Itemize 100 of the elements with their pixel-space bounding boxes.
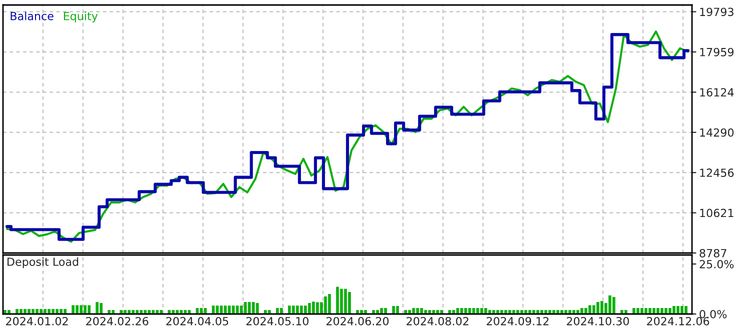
bar [216, 306, 219, 314]
bar [468, 308, 472, 314]
x-tick-label: 2024.01.02 [6, 316, 68, 326]
y-tick-label: 8787 [700, 248, 726, 258]
bar [312, 302, 315, 314]
y-tick-label: 14290 [700, 128, 734, 137]
bar [620, 310, 624, 314]
bar [652, 308, 656, 314]
chart-title: Deposit Load [8, 257, 78, 268]
bar [456, 308, 460, 314]
bar [300, 306, 303, 314]
bar [220, 306, 223, 314]
bar [668, 308, 672, 314]
bar [64, 309, 67, 314]
bar [232, 306, 235, 314]
bar [372, 310, 375, 314]
bar [464, 308, 468, 314]
x-tick-label: 2024.05.10 [246, 316, 308, 326]
bar [608, 295, 612, 314]
bar [24, 309, 26, 314]
bar [100, 303, 103, 314]
bar [568, 310, 572, 314]
bar [356, 310, 359, 314]
bar [80, 305, 83, 314]
bar [268, 310, 271, 314]
bar [448, 310, 452, 314]
bar [664, 308, 668, 314]
bar [624, 310, 628, 314]
bar [16, 309, 18, 314]
bar [452, 310, 456, 314]
bar [416, 308, 420, 314]
bar [224, 306, 227, 314]
bar [48, 309, 51, 314]
bar [560, 310, 564, 314]
y-tick-label: 16124 [700, 88, 734, 97]
bar [236, 306, 239, 314]
bar [280, 308, 283, 314]
bar [676, 306, 680, 314]
bar [96, 302, 99, 314]
bar [60, 309, 63, 314]
bar [336, 286, 339, 314]
bar [344, 288, 347, 314]
bar [660, 308, 664, 314]
bar [308, 303, 311, 314]
bar [36, 309, 38, 314]
x-tick-label: 2024.10.30 [566, 316, 629, 326]
bar [252, 302, 255, 314]
bar [304, 306, 307, 314]
bar [40, 309, 42, 314]
bar [640, 308, 644, 314]
bar [644, 308, 648, 314]
bar [364, 310, 367, 314]
y-tick-label: 0.0% [700, 310, 727, 318]
bar [472, 308, 476, 314]
bar [600, 301, 604, 314]
bar [288, 306, 291, 314]
bar [428, 310, 432, 314]
bar [420, 308, 424, 314]
text: Balance [10, 12, 54, 20]
bar [240, 306, 243, 314]
bar [404, 310, 408, 314]
bar [584, 308, 588, 314]
bar [680, 306, 684, 314]
bar [84, 305, 87, 314]
bar [348, 292, 351, 314]
x-tick-label: 2024.06.20 [326, 316, 389, 326]
bar [476, 308, 480, 314]
bar [124, 310, 127, 314]
bar [612, 297, 616, 314]
bar [44, 309, 47, 314]
bar [132, 310, 135, 314]
bar [128, 310, 131, 314]
y-tick-label: 10621 [700, 208, 734, 218]
bar [292, 306, 295, 314]
bar [596, 302, 600, 314]
bar [376, 310, 379, 314]
bar [684, 306, 688, 314]
bar [436, 310, 440, 314]
x-tick-label: 2024.04.05 [166, 316, 228, 326]
bar [244, 302, 247, 314]
bar [4, 310, 6, 314]
bar [76, 305, 79, 314]
y-tick-label: 12456 [700, 168, 734, 177]
bar [256, 303, 259, 314]
bar [316, 302, 319, 314]
y-tick-label: 17959 [700, 48, 734, 56]
bar [576, 310, 580, 314]
text: Equity [64, 12, 98, 22]
bar [276, 308, 279, 314]
x-tick-label: 2024.09.12 [486, 316, 548, 326]
bar [432, 310, 436, 314]
bar [32, 309, 34, 314]
bar [408, 310, 412, 314]
bar [264, 310, 267, 314]
bar [360, 310, 363, 314]
bar [56, 309, 59, 314]
x-tick-label: 2024.12.06 [646, 316, 710, 326]
bar [572, 310, 576, 314]
bar [656, 308, 660, 314]
bar [380, 308, 383, 314]
